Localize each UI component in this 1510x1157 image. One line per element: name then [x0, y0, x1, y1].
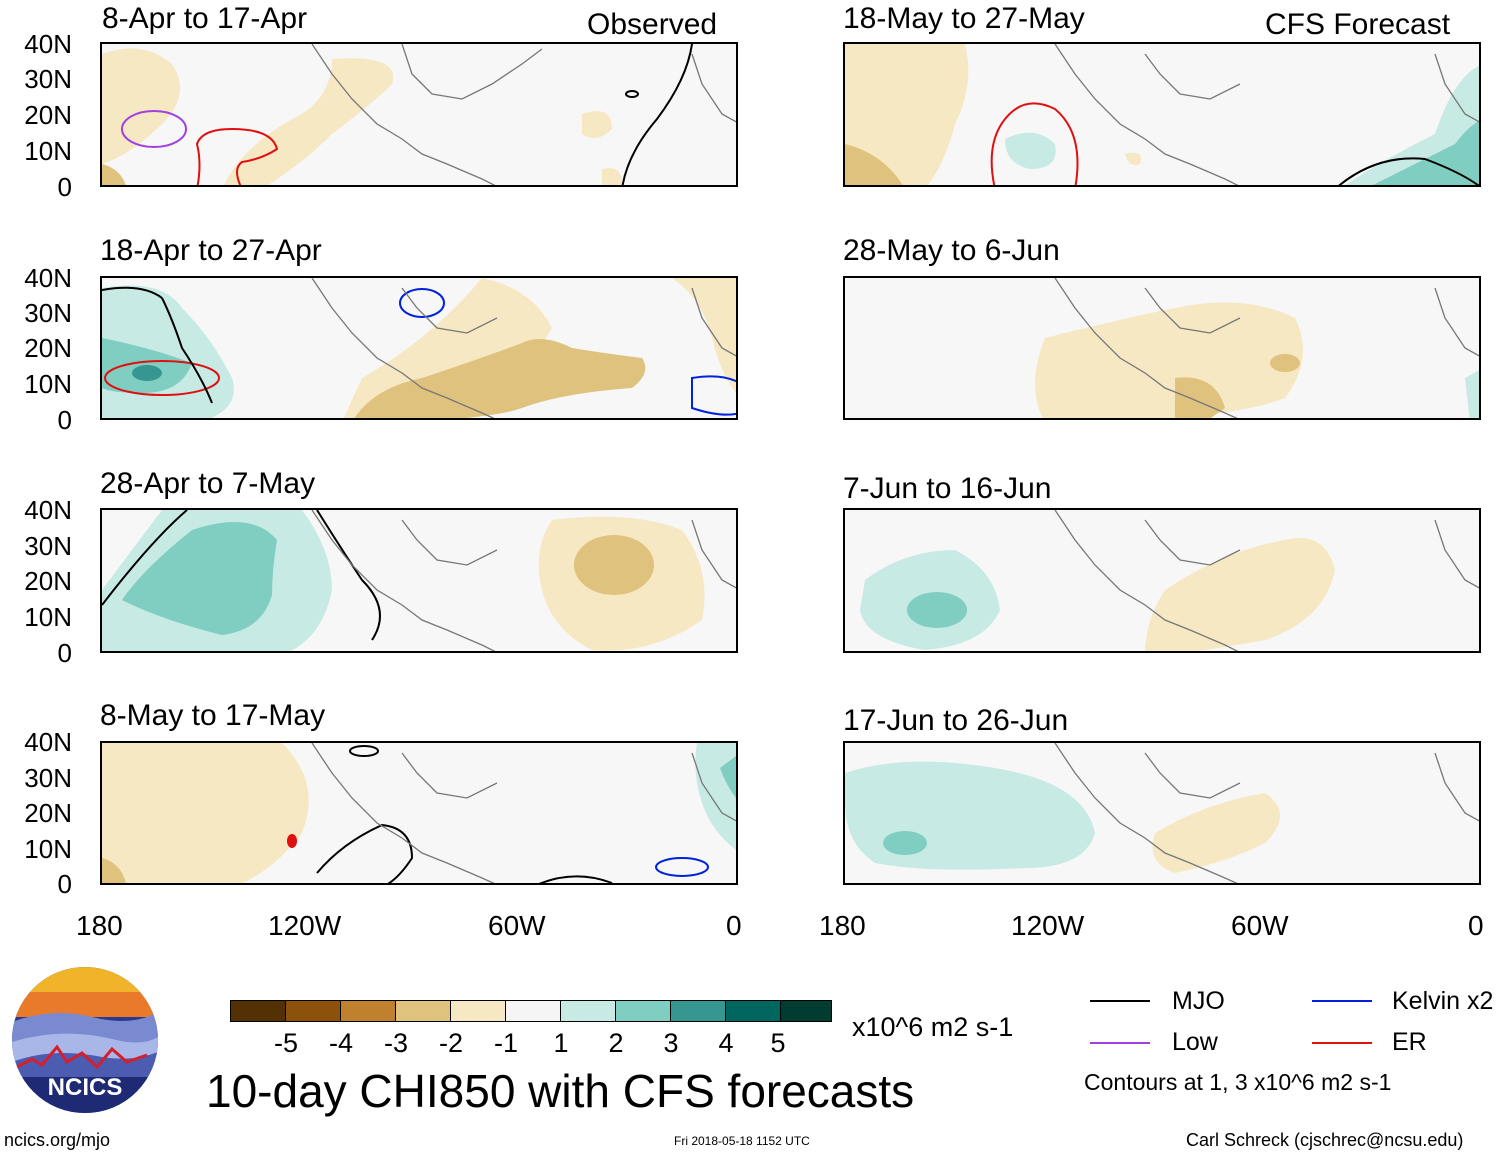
- y-tick: 10N: [24, 602, 72, 632]
- colorbar-tick: -5: [273, 1028, 299, 1058]
- y-tick: 40N: [24, 727, 72, 757]
- map-panel-obs-2: [100, 276, 738, 420]
- legend-label-mjo: MJO: [1172, 987, 1225, 1015]
- y-tick: 40N: [24, 263, 72, 293]
- y-tick: 30N: [24, 763, 72, 793]
- y-tick: 10N: [24, 136, 72, 166]
- map-panel-fc-2: [843, 276, 1481, 420]
- colorbar-tick: -3: [383, 1028, 409, 1058]
- x-tick: 0: [726, 910, 742, 941]
- y-tick: 30N: [24, 531, 72, 561]
- map-panel-fc-3: [843, 508, 1481, 653]
- legend-line-er: [1312, 1042, 1372, 1044]
- y-tick: 0: [57, 405, 72, 435]
- y-tick: 0: [57, 638, 72, 668]
- colorbar-swatch: [285, 1000, 341, 1022]
- colorbar-swatch: [725, 1000, 781, 1022]
- observed-header: Observed: [587, 8, 718, 41]
- legend-label-er: ER: [1392, 1028, 1427, 1056]
- colorbar-swatch: [780, 1000, 832, 1022]
- panel-title-obs-2: 18-Apr to 27-Apr: [100, 234, 322, 267]
- colorbar-tick: 3: [663, 1028, 679, 1058]
- y-tick: 10N: [24, 834, 72, 864]
- panel-title-fc-4: 17-Jun to 26-Jun: [843, 704, 1069, 737]
- colorbar-swatch: [450, 1000, 506, 1022]
- colorbar-units: x10^6 m2 s-1: [852, 1012, 1014, 1042]
- x-tick: 0: [1468, 910, 1484, 941]
- colorbar-swatch: [340, 1000, 396, 1022]
- y-tick: 40N: [24, 495, 72, 525]
- footer-timestamp: Fri 2018-05-18 1152 UTC: [674, 1134, 810, 1148]
- ncics-logo: NCICS: [12, 967, 158, 1113]
- x-tick: 120W: [1011, 910, 1085, 941]
- forecast-header: CFS Forecast: [1265, 8, 1451, 41]
- colorbar-tick: 4: [718, 1028, 734, 1058]
- colorbar-tick: -1: [493, 1028, 519, 1058]
- map-panel-obs-1: [100, 42, 738, 187]
- footer-url: ncics.org/mjo: [4, 1130, 111, 1150]
- panel-title-fc-2: 28-May to 6-Jun: [843, 234, 1060, 267]
- colorbar-swatch: [670, 1000, 726, 1022]
- panel-title-fc-3: 7-Jun to 16-Jun: [843, 472, 1052, 505]
- legend-line-kelvin: [1312, 1000, 1372, 1002]
- y-tick: 40N: [24, 29, 72, 59]
- colorbar-tick: 5: [770, 1028, 786, 1058]
- x-tick: 60W: [1231, 910, 1289, 941]
- colorbar-swatch: [615, 1000, 671, 1022]
- map-panel-obs-4: [100, 741, 738, 885]
- footer-author: Carl Schreck (cjschrec@ncsu.edu): [1186, 1130, 1464, 1150]
- main-title: 10-day CHI850 with CFS forecasts: [206, 1065, 915, 1117]
- y-tick: 0: [57, 172, 72, 202]
- colorbar-tick: -4: [328, 1028, 354, 1058]
- logo-text: NCICS: [48, 1074, 123, 1101]
- y-tick: 20N: [24, 566, 72, 596]
- legend-line-low: [1090, 1042, 1150, 1044]
- panel-title-obs-1: 8-Apr to 17-Apr: [102, 2, 308, 35]
- y-tick: 20N: [24, 333, 72, 363]
- y-tick: 10N: [24, 369, 72, 399]
- colorbar-swatch: [230, 1000, 286, 1022]
- map-panel-fc-1: [843, 42, 1481, 187]
- legend-line-mjo: [1090, 1000, 1150, 1002]
- colorbar-swatch: [395, 1000, 451, 1022]
- colorbar-tick: 1: [553, 1028, 569, 1058]
- x-tick: 60W: [488, 910, 546, 941]
- x-tick: 120W: [268, 910, 342, 941]
- colorbar-swatch: [560, 1000, 616, 1022]
- panel-title-fc-1: 18-May to 27-May: [843, 2, 1085, 35]
- colorbar-tick: -2: [438, 1028, 464, 1058]
- legend-label-kelvin: Kelvin x2: [1392, 987, 1494, 1015]
- y-tick: 30N: [24, 298, 72, 328]
- map-panel-obs-3: [100, 508, 738, 653]
- legend-note: Contours at 1, 3 x10^6 m2 s-1: [1084, 1069, 1392, 1095]
- y-tick: 30N: [24, 64, 72, 94]
- colorbar-swatch: [505, 1000, 561, 1022]
- x-tick: 180: [76, 910, 123, 941]
- colorbar-tick: 2: [608, 1028, 624, 1058]
- panel-title-obs-4: 8-May to 17-May: [100, 699, 326, 732]
- panel-title-obs-3: 28-Apr to 7-May: [100, 467, 316, 500]
- x-tick: 180: [819, 910, 866, 941]
- y-tick: 20N: [24, 798, 72, 828]
- y-tick: 0: [57, 869, 72, 899]
- y-tick: 20N: [24, 100, 72, 130]
- map-panel-fc-4: [843, 741, 1481, 885]
- legend-label-low: Low: [1172, 1028, 1218, 1056]
